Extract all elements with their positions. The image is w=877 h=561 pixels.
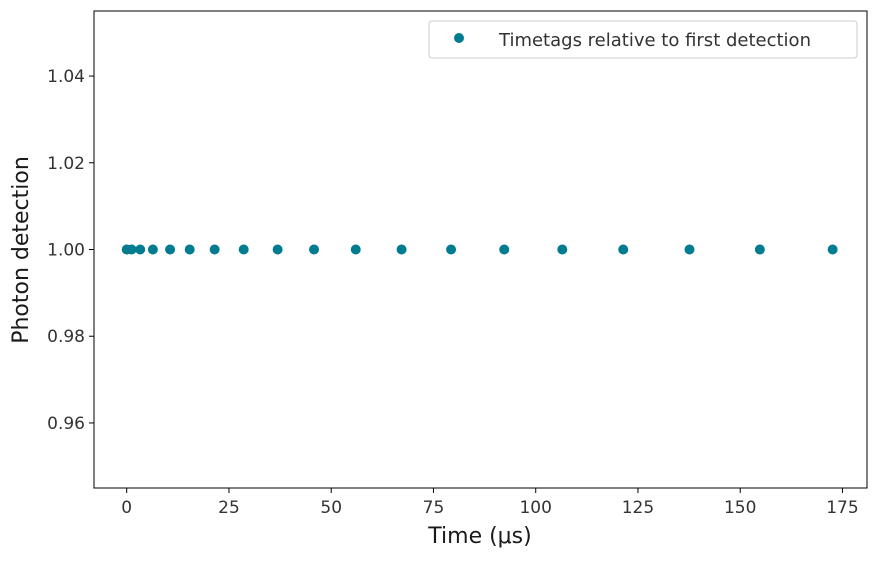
legend: Timetags relative to first detection [428,20,858,59]
data-point [350,244,361,255]
data-point [209,244,220,255]
x-axis-label: Time (μs) [427,524,531,549]
legend-box [428,20,858,59]
data-point [147,244,158,255]
x-tick-label: 175 [826,498,858,518]
y-tick-label: 1.00 [47,241,85,261]
x-tick-label: 100 [519,498,551,518]
data-point [684,244,695,255]
x-tick-label: 125 [622,498,654,518]
y-tick-label: 1.04 [47,67,85,87]
data-point [827,244,838,255]
data-point [396,244,407,255]
data-point [754,244,765,255]
data-points [121,244,838,255]
data-point [165,244,176,255]
x-tick-label: 150 [724,498,756,518]
x-tick-label: 25 [218,498,240,518]
y-tick-label: 1.02 [47,154,85,174]
y-tick-label: 0.96 [47,414,85,434]
legend-marker [454,33,464,43]
y-tick-label: 0.98 [47,327,85,347]
data-point [126,244,137,255]
data-point [184,244,195,255]
data-point [238,244,249,255]
x-tick-label: 50 [320,498,342,518]
data-point [309,244,320,255]
data-point [135,244,146,255]
data-point [557,244,568,255]
data-point [499,244,510,255]
data-point [618,244,629,255]
legend-label: Timetags relative to first detection [498,30,811,51]
data-point [446,244,457,255]
y-axis-label: Photon detection [9,156,34,344]
y-axis: 0.96 0.98 1.00 1.02 1.04 [47,67,94,434]
x-tick-label: 0 [121,498,132,518]
data-point [272,244,283,255]
x-tick-label: 75 [423,498,445,518]
x-axis: 0 25 50 75 100 125 150 175 [121,488,859,518]
